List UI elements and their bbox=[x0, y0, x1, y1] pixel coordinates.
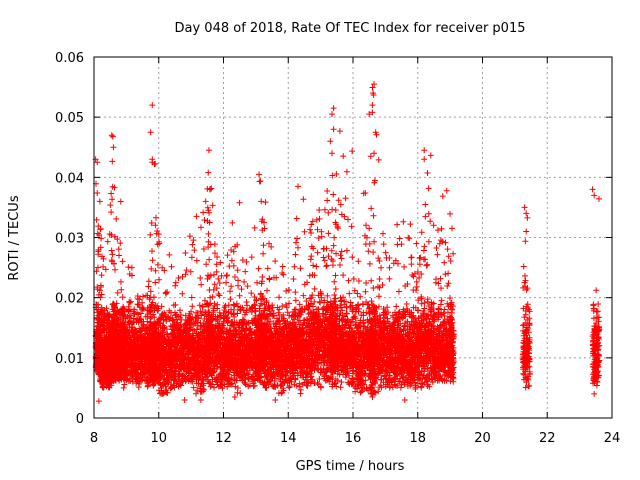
grid bbox=[94, 57, 612, 418]
data-point bbox=[94, 189, 101, 196]
data-point bbox=[102, 266, 109, 273]
data-point bbox=[97, 244, 104, 251]
data-point bbox=[94, 264, 101, 271]
data-points bbox=[92, 81, 603, 405]
data-point bbox=[97, 225, 104, 232]
chart-title: Day 048 of 2018, Rate Of TEC Index for r… bbox=[175, 21, 526, 36]
data-point bbox=[95, 231, 102, 238]
data-point bbox=[93, 216, 100, 223]
data-point bbox=[96, 287, 103, 294]
data-point bbox=[94, 230, 101, 237]
data-point bbox=[98, 235, 105, 242]
data-point bbox=[97, 282, 104, 289]
data-point bbox=[103, 305, 110, 312]
data-point bbox=[98, 291, 105, 298]
data-point bbox=[95, 248, 102, 255]
data-point bbox=[100, 255, 107, 262]
data-point bbox=[98, 272, 105, 279]
